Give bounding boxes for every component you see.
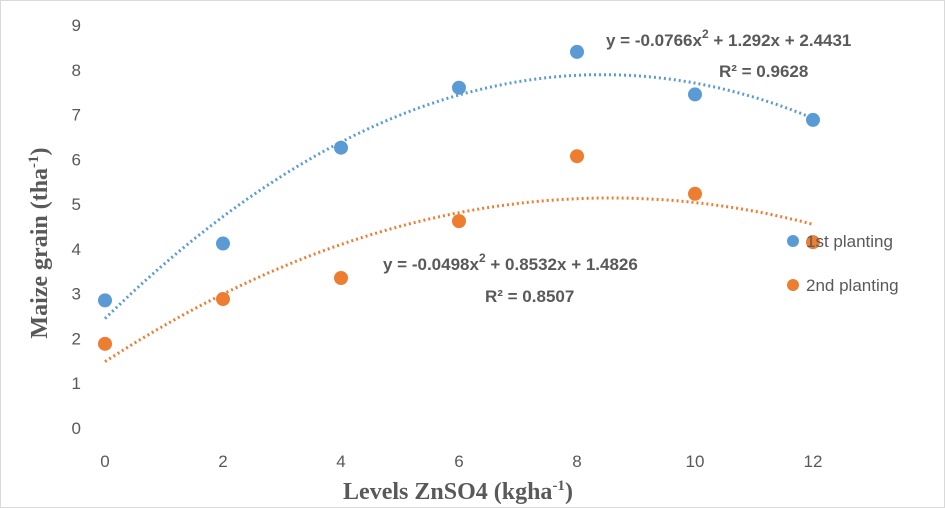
y-tick-label-1: 1 xyxy=(72,374,81,393)
data-point-series-1-6 xyxy=(806,112,820,127)
data-point-series-2-5 xyxy=(688,186,702,201)
data-point-series-1-4 xyxy=(570,44,584,59)
data-point-series-2-1 xyxy=(216,292,230,307)
y-axis-title: Maize grain (tha-1) xyxy=(26,147,53,338)
x-tick-label-5: 10 xyxy=(686,452,705,471)
data-point-series-2-3 xyxy=(452,214,466,229)
data-point-series-1-1 xyxy=(216,236,230,251)
x-tick-label-4: 8 xyxy=(572,452,581,471)
trendline-r2-1st-planting: R² = 0.9628 xyxy=(719,62,808,81)
x-tick-label-1: 2 xyxy=(218,452,227,471)
legend-label-1st-planting: 1st planting xyxy=(806,232,893,251)
data-point-series-2-6 xyxy=(806,235,820,250)
y-tick-label-7: 7 xyxy=(72,106,81,125)
x-axis-title: Levels ZnSO4 (kgha-1) xyxy=(343,478,573,505)
data-points xyxy=(98,44,820,351)
y-tick-label-9: 9 xyxy=(72,16,81,35)
trendline-equation-1st-planting: y = -0.0766x2 + 1.292x + 2.4431 xyxy=(606,27,851,50)
legend: 1st planting 2nd planting xyxy=(787,232,899,295)
x-tick-label-0: 0 xyxy=(100,452,109,471)
data-point-series-1-3 xyxy=(452,80,466,95)
y-tick-label-2: 2 xyxy=(72,329,81,348)
x-tick-label-2: 4 xyxy=(336,452,345,471)
data-point-series-2-2 xyxy=(334,270,348,285)
data-point-series-1-5 xyxy=(688,87,702,102)
trendline-equation-2nd-planting: y = -0.0498x2 + 0.8532x + 1.4826 xyxy=(383,251,638,274)
legend-marker-1st-planting xyxy=(787,235,799,247)
data-point-series-1-0 xyxy=(98,293,112,308)
y-tick-label-4: 4 xyxy=(72,240,81,259)
x-tick-label-3: 6 xyxy=(454,452,463,471)
legend-label-2nd-planting: 2nd planting xyxy=(806,276,899,295)
data-point-series-1-2 xyxy=(334,140,348,155)
data-point-series-2-4 xyxy=(570,149,584,164)
x-axis-ticks: 0 2 4 6 8 10 12 xyxy=(100,452,822,471)
x-tick-label-6: 12 xyxy=(804,452,823,471)
legend-marker-2nd-planting xyxy=(787,279,799,291)
y-tick-label-3: 3 xyxy=(72,285,81,304)
y-tick-label-5: 5 xyxy=(72,195,81,214)
y-tick-label-8: 8 xyxy=(72,61,81,80)
trendline-r2-2nd-planting: R² = 0.8507 xyxy=(485,287,574,306)
y-axis-ticks: 0 1 2 3 4 5 6 7 8 9 xyxy=(72,16,81,438)
y-tick-label-6: 6 xyxy=(72,150,81,169)
y-tick-label-0: 0 xyxy=(72,419,81,438)
trendline-series-1 xyxy=(103,73,814,320)
data-point-series-2-0 xyxy=(98,336,112,351)
